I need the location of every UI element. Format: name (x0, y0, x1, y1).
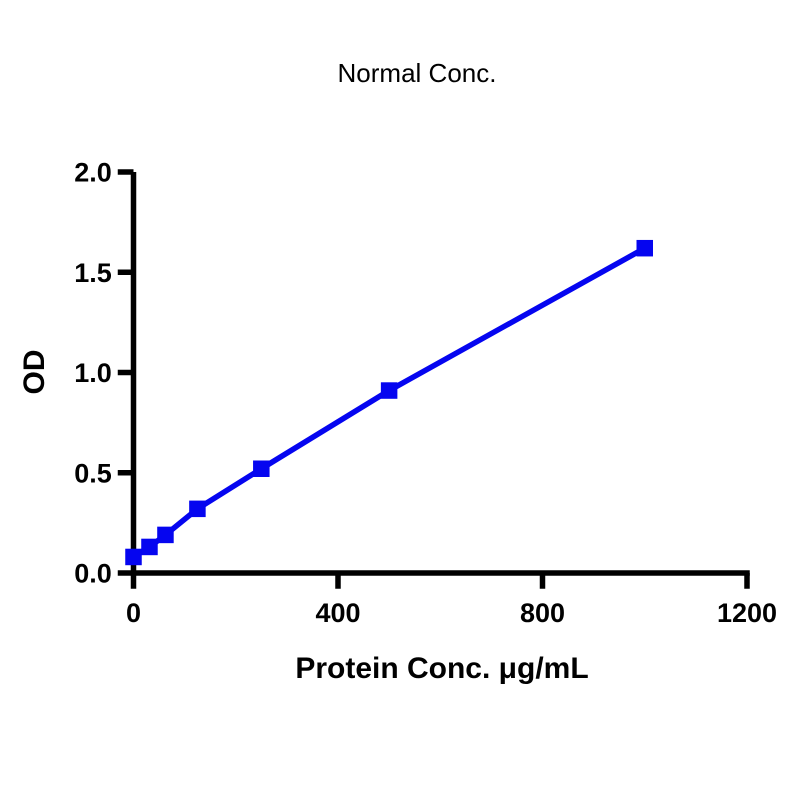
data-point-marker (157, 526, 174, 544)
y-tick-label: 1.0 (74, 358, 112, 388)
data-point-marker (189, 500, 206, 518)
y-tick-label: 0.0 (74, 559, 112, 589)
x-tick-label: 0 (126, 598, 141, 628)
x-tick-label: 800 (520, 598, 565, 628)
x-axis-title: Protein Conc. μg/mL (295, 652, 588, 685)
x-tick-label: 1200 (717, 598, 777, 628)
y-tick-label: 0.5 (74, 458, 112, 488)
y-tick-label: 2.0 (74, 158, 112, 188)
data-point-marker (253, 460, 270, 477)
chart-title: Normal Conc. (338, 58, 497, 88)
y-axis-title: OD (18, 350, 51, 395)
series-line (132, 245, 647, 560)
data-point-marker (636, 239, 653, 257)
x-tick-label: 400 (315, 598, 360, 628)
data-point-marker (141, 538, 158, 556)
data-point-marker (380, 382, 398, 399)
axes: 0 400 800 1200 0.0 0.5 1.0 1.5 2.0 (74, 158, 777, 629)
data-series (125, 239, 653, 566)
y-tick-label: 1.5 (74, 258, 112, 288)
data-point-marker (125, 548, 142, 566)
